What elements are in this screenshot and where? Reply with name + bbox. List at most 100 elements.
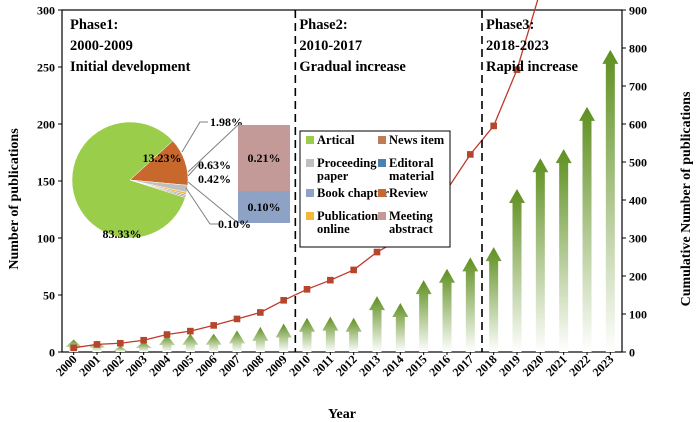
right-tick-label: 900 xyxy=(629,4,647,18)
x-tick-label: 2011 xyxy=(310,352,336,378)
pie-label-proceeding: 1.98% xyxy=(210,115,243,129)
cumulative-marker-2010 xyxy=(303,286,311,293)
x-axis-title: Year xyxy=(328,407,356,422)
legend-label-editoral: Editoral xyxy=(389,156,434,170)
cumulative-marker-2002 xyxy=(117,339,124,347)
x-tick-label: 2022 xyxy=(566,352,593,379)
right-tick-label: 400 xyxy=(629,194,647,208)
cumulative-marker-2001 xyxy=(93,341,101,348)
cumulative-marker-2004 xyxy=(163,331,171,338)
x-tick-label: 2015 xyxy=(403,352,430,379)
cumulative-line xyxy=(73,0,539,349)
bar-arrow-2005 xyxy=(182,333,199,352)
breakout-book-chapter xyxy=(238,191,290,223)
legend-label-book-chapter: Book chapter xyxy=(317,186,389,200)
breakout-meeting-abstract xyxy=(238,125,290,191)
x-tick-label: 2010 xyxy=(286,352,313,379)
pie-label-artical: 83.33% xyxy=(103,227,142,241)
legend-label-review: Review xyxy=(389,186,428,200)
left-tick-label: 150 xyxy=(37,175,55,189)
bar-arrow-2018 xyxy=(485,247,502,352)
phase2-years: 2010-2017 xyxy=(299,38,362,54)
cumulative-marker-2013 xyxy=(373,248,381,256)
legend-label-meeting: Meeting xyxy=(389,209,433,223)
bar-arrow-2003 xyxy=(135,341,152,352)
right-tick-label: 100 xyxy=(629,308,647,322)
legend-label-publication: Publication xyxy=(317,209,378,223)
x-tick-label: 2006 xyxy=(193,352,220,379)
x-tick-label: 2018 xyxy=(473,352,500,379)
left-tick-label: 200 xyxy=(37,118,55,132)
phase2-desc: Gradual increase xyxy=(299,59,406,75)
legend-swatch-editoral xyxy=(378,159,386,167)
cumulative-marker-2017 xyxy=(467,151,474,158)
bar-arrow-2013 xyxy=(369,296,385,352)
cumulative-marker-2000 xyxy=(70,344,77,352)
right-tick-label: 0 xyxy=(629,346,635,360)
left-axis-title: Number of publications xyxy=(7,128,22,270)
left-tick-label: 100 xyxy=(37,232,55,246)
phase3-desc: Rapid increase xyxy=(486,59,579,75)
x-tick-label: 2021 xyxy=(543,352,570,379)
x-tick-label: 2003 xyxy=(123,352,150,379)
leader-proceeding xyxy=(181,121,208,153)
legend-label-proceeding: Proceeding xyxy=(317,156,377,170)
bar-arrow-2006 xyxy=(205,333,222,352)
bar-arrow-2016 xyxy=(439,268,455,352)
legend-swatch-book-chapter xyxy=(306,189,314,197)
legend-label2-editoral: material xyxy=(389,169,435,183)
phase3-title: Phase3: xyxy=(486,17,534,33)
bar-arrow-2004 xyxy=(159,334,175,352)
bar-arrow-2008 xyxy=(252,326,269,352)
bar-arrow-2011 xyxy=(322,316,339,352)
bar-arrow-2020 xyxy=(532,158,549,352)
cumulative-marker-2005 xyxy=(187,327,194,335)
legend-swatch-news-item xyxy=(378,136,386,144)
cumulative-marker-2006 xyxy=(210,322,217,329)
pie-slice-other xyxy=(129,179,187,198)
left-tick-label: 250 xyxy=(37,61,55,75)
x-tick-label: 2020 xyxy=(520,352,547,379)
phase1-title: Phase1: xyxy=(70,17,118,33)
right-axis-title: Cumulative Number of publications xyxy=(679,91,694,306)
legend-swatch-meeting xyxy=(378,212,386,220)
bar-arrow-2014 xyxy=(392,302,409,352)
bar-arrow-2010 xyxy=(299,317,315,352)
x-tick-label: 2001 xyxy=(76,352,103,379)
bar-arrow-2007 xyxy=(229,330,245,352)
right-tick-label: 300 xyxy=(629,232,647,246)
legend-swatch-artical xyxy=(306,136,314,144)
x-tick-label: 2007 xyxy=(216,352,243,379)
bar-arrow-2002 xyxy=(112,346,129,352)
legend-swatch-review xyxy=(378,189,386,197)
phase3-years: 2018-2023 xyxy=(486,38,549,54)
x-tick-label: 2005 xyxy=(170,352,197,379)
pie-slice-artical xyxy=(71,121,186,239)
bar-arrow-2017 xyxy=(462,257,479,352)
right-tick-label: 800 xyxy=(629,42,647,56)
x-tick-label: 2013 xyxy=(356,352,383,379)
bar-arrow-2022 xyxy=(579,106,595,353)
pie-label-publication-online: 0.63% xyxy=(198,158,231,172)
leader-news-item xyxy=(185,187,218,225)
cumulative-marker-2009 xyxy=(280,297,287,304)
x-tick-label: 2008 xyxy=(240,352,267,379)
x-tick-label: 2023 xyxy=(590,352,617,379)
legend-swatch-proceeding xyxy=(306,159,314,167)
phase1-desc: Initial development xyxy=(70,59,191,75)
breakout-connector-top xyxy=(187,124,239,173)
x-tick-label: 2012 xyxy=(333,352,360,379)
cumulative-marker-2018 xyxy=(490,122,497,130)
left-tick-label: 0 xyxy=(49,346,55,360)
legend-label2-meeting: abstract xyxy=(389,222,434,236)
cumulative-marker-2008 xyxy=(257,309,264,316)
bar-arrow-2021 xyxy=(555,149,572,352)
breakout-connector-bottom xyxy=(187,181,239,224)
cumulative-marker-2007 xyxy=(233,315,241,323)
pie-label-news-item: 0.10% xyxy=(218,217,251,231)
breakout-label-editorial: 0.10% xyxy=(248,200,281,214)
pie-label-book-chapter: 0.42% xyxy=(198,172,231,186)
x-tick-label: 2016 xyxy=(426,352,453,379)
right-tick-label: 200 xyxy=(629,270,647,284)
x-tick-label: 2017 xyxy=(450,352,477,379)
